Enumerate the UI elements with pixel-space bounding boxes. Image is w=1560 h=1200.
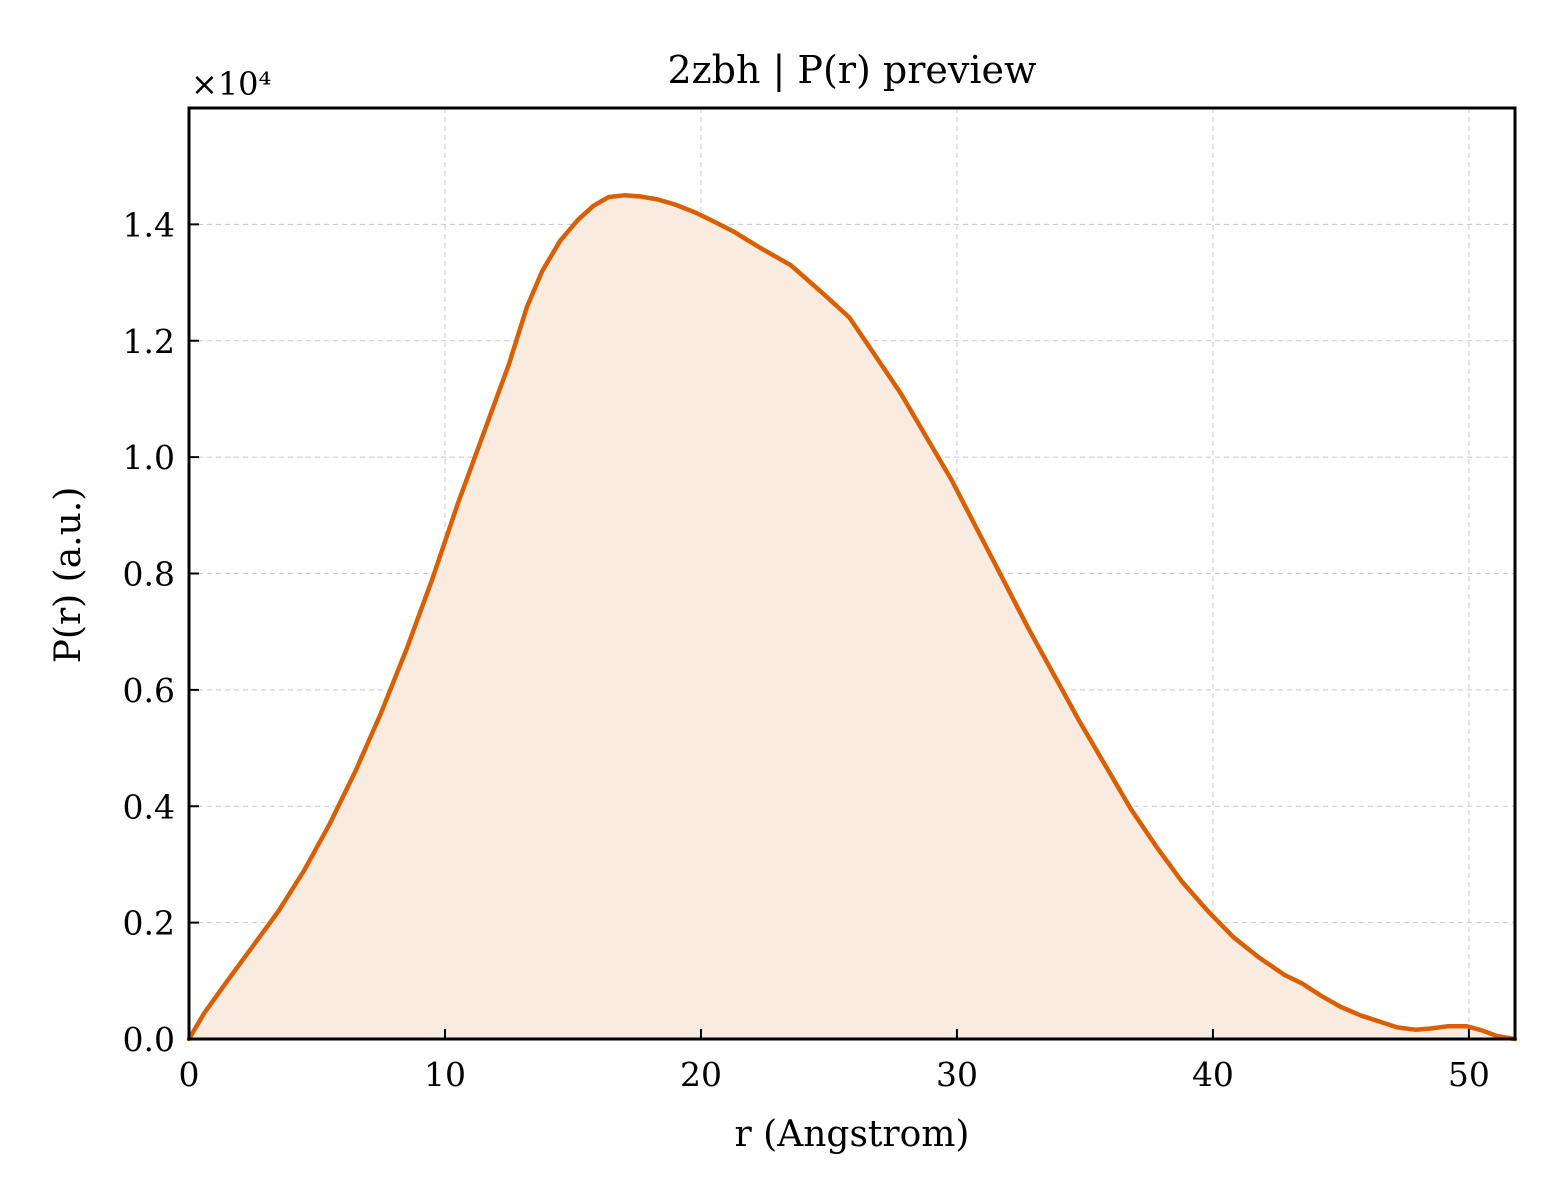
y-tick-label: 0.8 bbox=[123, 555, 175, 594]
y-tick-label: 1.4 bbox=[123, 205, 175, 244]
chart-title: 2zbh | P(r) preview bbox=[667, 48, 1037, 92]
x-tick-label: 30 bbox=[936, 1055, 978, 1094]
y-tick-label: 1.2 bbox=[123, 322, 175, 361]
x-tick-label: 10 bbox=[424, 1055, 466, 1094]
plot-frame bbox=[187, 106, 1517, 1041]
series-layer bbox=[186, 193, 1518, 1042]
y-axis-label: P(r) (a.u.) bbox=[48, 487, 89, 664]
x-tick-label: 0 bbox=[179, 1055, 200, 1094]
x-tick-label: 50 bbox=[1448, 1055, 1490, 1094]
y-tick-label: 1.0 bbox=[123, 438, 175, 477]
y-tick-label: 0.0 bbox=[123, 1020, 175, 1059]
x-axis-label: r (Angstrom) bbox=[735, 1114, 970, 1155]
y-tick-label: 0.6 bbox=[123, 671, 175, 710]
y-tick-label: 0.2 bbox=[123, 904, 175, 943]
x-tick-label: 20 bbox=[680, 1055, 722, 1094]
y-axis-multiplier: ×10⁴ bbox=[191, 65, 271, 103]
y-tick-label: 0.4 bbox=[123, 787, 175, 826]
pr-area-fill bbox=[189, 195, 1515, 1040]
ticks-layer: 0 10 20 30 40 50 0.0 0.2 0.4 0.6 0.8 1.0 1.2 1.4 bbox=[123, 205, 1490, 1094]
x-tick-label: 40 bbox=[1192, 1055, 1234, 1094]
